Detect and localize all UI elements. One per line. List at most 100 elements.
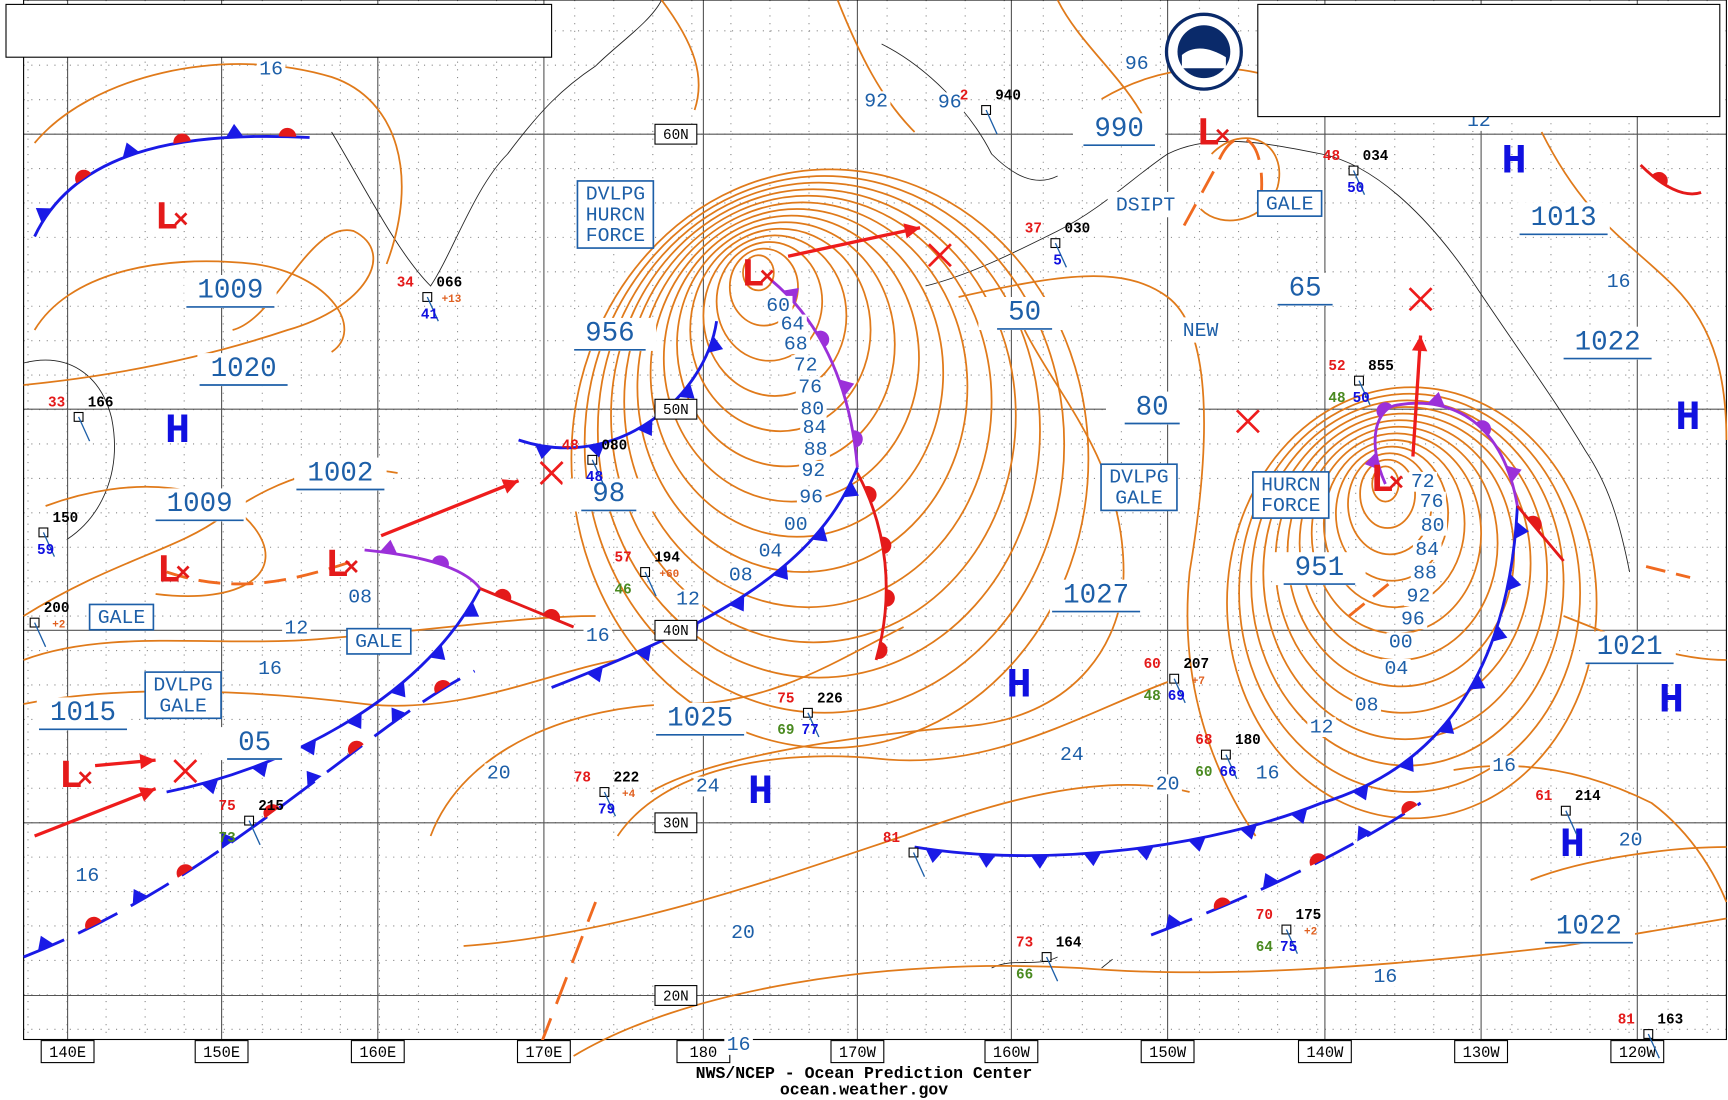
lat-label-box — [654, 619, 698, 641]
latitude-label: 50N — [663, 403, 689, 419]
latitude-label: 20N — [663, 989, 689, 1005]
wind-barb — [1352, 170, 1366, 195]
front-triangle — [1398, 756, 1414, 772]
front-triangle — [635, 645, 652, 662]
warning-label: NEW — [1183, 320, 1219, 342]
front-triangle — [637, 420, 653, 436]
low-x — [174, 212, 188, 226]
station-value: 81 — [883, 831, 900, 847]
isobar-label: 80 — [800, 398, 824, 420]
wind-barb — [1565, 810, 1578, 836]
label-backdrop — [484, 763, 514, 784]
front-triangle — [1239, 824, 1257, 840]
isobar-label: 92 — [802, 460, 826, 482]
station-value: 66 — [1220, 765, 1237, 781]
warning-label: GALE — [1266, 193, 1314, 215]
label-backdrop — [724, 1035, 753, 1055]
isobar-label: 20 — [487, 763, 511, 785]
high-center: H — [748, 768, 773, 816]
isobars — [23, 0, 1728, 1057]
forecast-position — [927, 243, 952, 268]
warning-label: GALE — [159, 695, 207, 717]
label-backdrop — [255, 658, 285, 679]
front-triangle — [463, 602, 480, 617]
isobar — [583, 175, 1066, 714]
isobar — [660, 0, 700, 111]
isobar — [1335, 445, 1449, 582]
isobar-label: 76 — [1420, 491, 1444, 513]
isobar-label: 16 — [1492, 755, 1516, 777]
station-value: 41 — [421, 307, 438, 323]
stationary-front — [33, 134, 310, 238]
isobar — [1226, 386, 1598, 820]
isobar — [1359, 458, 1416, 529]
fronts — [23, 123, 1702, 1046]
label-backdrop — [798, 399, 827, 420]
wind-barb — [807, 712, 820, 738]
coastline — [881, 43, 1058, 181]
header-frame — [1257, 3, 1721, 118]
notice-frame — [5, 3, 553, 58]
label-backdrop — [583, 625, 613, 646]
front-triangle — [1427, 391, 1445, 407]
isobar — [33, 63, 403, 265]
front-semicircle — [1213, 897, 1231, 910]
isobar — [1530, 846, 1727, 881]
station-value: 080 — [601, 438, 627, 454]
station-value: 57 — [615, 550, 632, 566]
isobar — [1322, 439, 1466, 609]
isobar-label: 12 — [1310, 716, 1334, 738]
front-triangle — [535, 444, 553, 460]
warning-label: DVLPG — [153, 675, 212, 697]
central-pressure: 1013 — [1531, 203, 1597, 234]
station — [29, 617, 40, 628]
central-pressure: 65 — [1289, 273, 1322, 304]
central-pressure: 1009 — [197, 276, 263, 307]
low-center: L — [59, 754, 83, 799]
wind-barb — [77, 416, 91, 442]
warm-front — [1639, 163, 1702, 196]
low-x — [1389, 475, 1403, 489]
label-backdrop — [673, 589, 703, 610]
label-backdrop — [1542, 910, 1636, 944]
trough-front — [1348, 581, 1391, 618]
front-triangle — [772, 564, 789, 580]
isobar-label: 76 — [798, 376, 822, 398]
cold-front — [551, 466, 859, 689]
front-triangle — [251, 761, 268, 778]
warning-label: GALE — [1115, 488, 1163, 510]
station-value: 60 — [1144, 657, 1161, 673]
isobar-label: 88 — [1413, 562, 1437, 584]
lon-label-box — [1140, 1040, 1195, 1064]
front-triangle — [391, 707, 407, 724]
coastline — [331, 0, 662, 287]
station-value: 48 — [1144, 689, 1161, 705]
lon-label-box — [350, 1040, 405, 1064]
low-center: L — [157, 548, 181, 593]
station-value: 175 — [1296, 908, 1322, 924]
isobar — [715, 241, 824, 362]
station-value: 52 — [1328, 359, 1345, 375]
stationary-front — [1150, 801, 1422, 937]
isobar — [1262, 406, 1548, 741]
front-semicircle — [864, 486, 877, 503]
station-value: 5 — [1053, 253, 1062, 269]
warning-label: HURCN — [1261, 474, 1320, 496]
lat-label-box — [654, 123, 698, 145]
station-value: 180 — [1235, 733, 1261, 749]
isobar — [596, 181, 1041, 679]
front-triangle — [586, 666, 603, 683]
warning-box — [576, 180, 655, 249]
lat-label-box — [654, 985, 698, 1006]
station-value: 200 — [44, 601, 70, 617]
wind-barb — [1045, 956, 1059, 982]
station-value: 69 — [777, 723, 794, 739]
station-value: 75 — [1280, 940, 1297, 956]
cold-front — [914, 801, 1323, 858]
warm-front — [1516, 505, 1565, 562]
warning-box — [346, 627, 412, 655]
low-center: L — [1196, 112, 1220, 157]
central-pressure: 05 — [238, 728, 271, 759]
warning-box — [1107, 191, 1184, 218]
